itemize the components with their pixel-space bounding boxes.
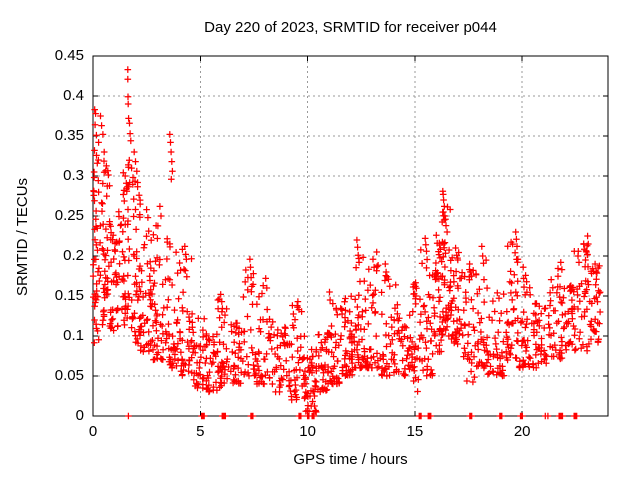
scatter-points (89, 66, 604, 420)
y-tick-label: 0.45 (54, 47, 84, 64)
y-tick-label: 0.15 (54, 287, 84, 304)
x-tick-label: 15 (406, 423, 424, 440)
y-tick-label: 0.3 (63, 167, 84, 184)
plot-border (92, 55, 609, 417)
x-tick-label: 10 (299, 423, 316, 440)
x-tick-label: 20 (513, 423, 531, 440)
y-axis-label: SRMTID / TECUs (14, 177, 31, 297)
y-tick-label: 0.35 (54, 127, 84, 144)
y-tick-label: 0.1 (63, 327, 84, 344)
y-tick-label: 0.4 (63, 87, 84, 104)
y-tick-label: 0.05 (54, 367, 84, 384)
y-tick-label: 0 (75, 407, 84, 424)
y-tick-label: 0.2 (63, 247, 84, 264)
x-tick-label: 5 (196, 423, 205, 440)
chart-title: Day 220 of 2023, SRMTID for receiver p04… (204, 19, 497, 36)
x-tick-label: 0 (88, 423, 98, 440)
x-axis-label: GPS time / hours (293, 451, 408, 468)
y-tick-label: 0.25 (54, 207, 84, 224)
